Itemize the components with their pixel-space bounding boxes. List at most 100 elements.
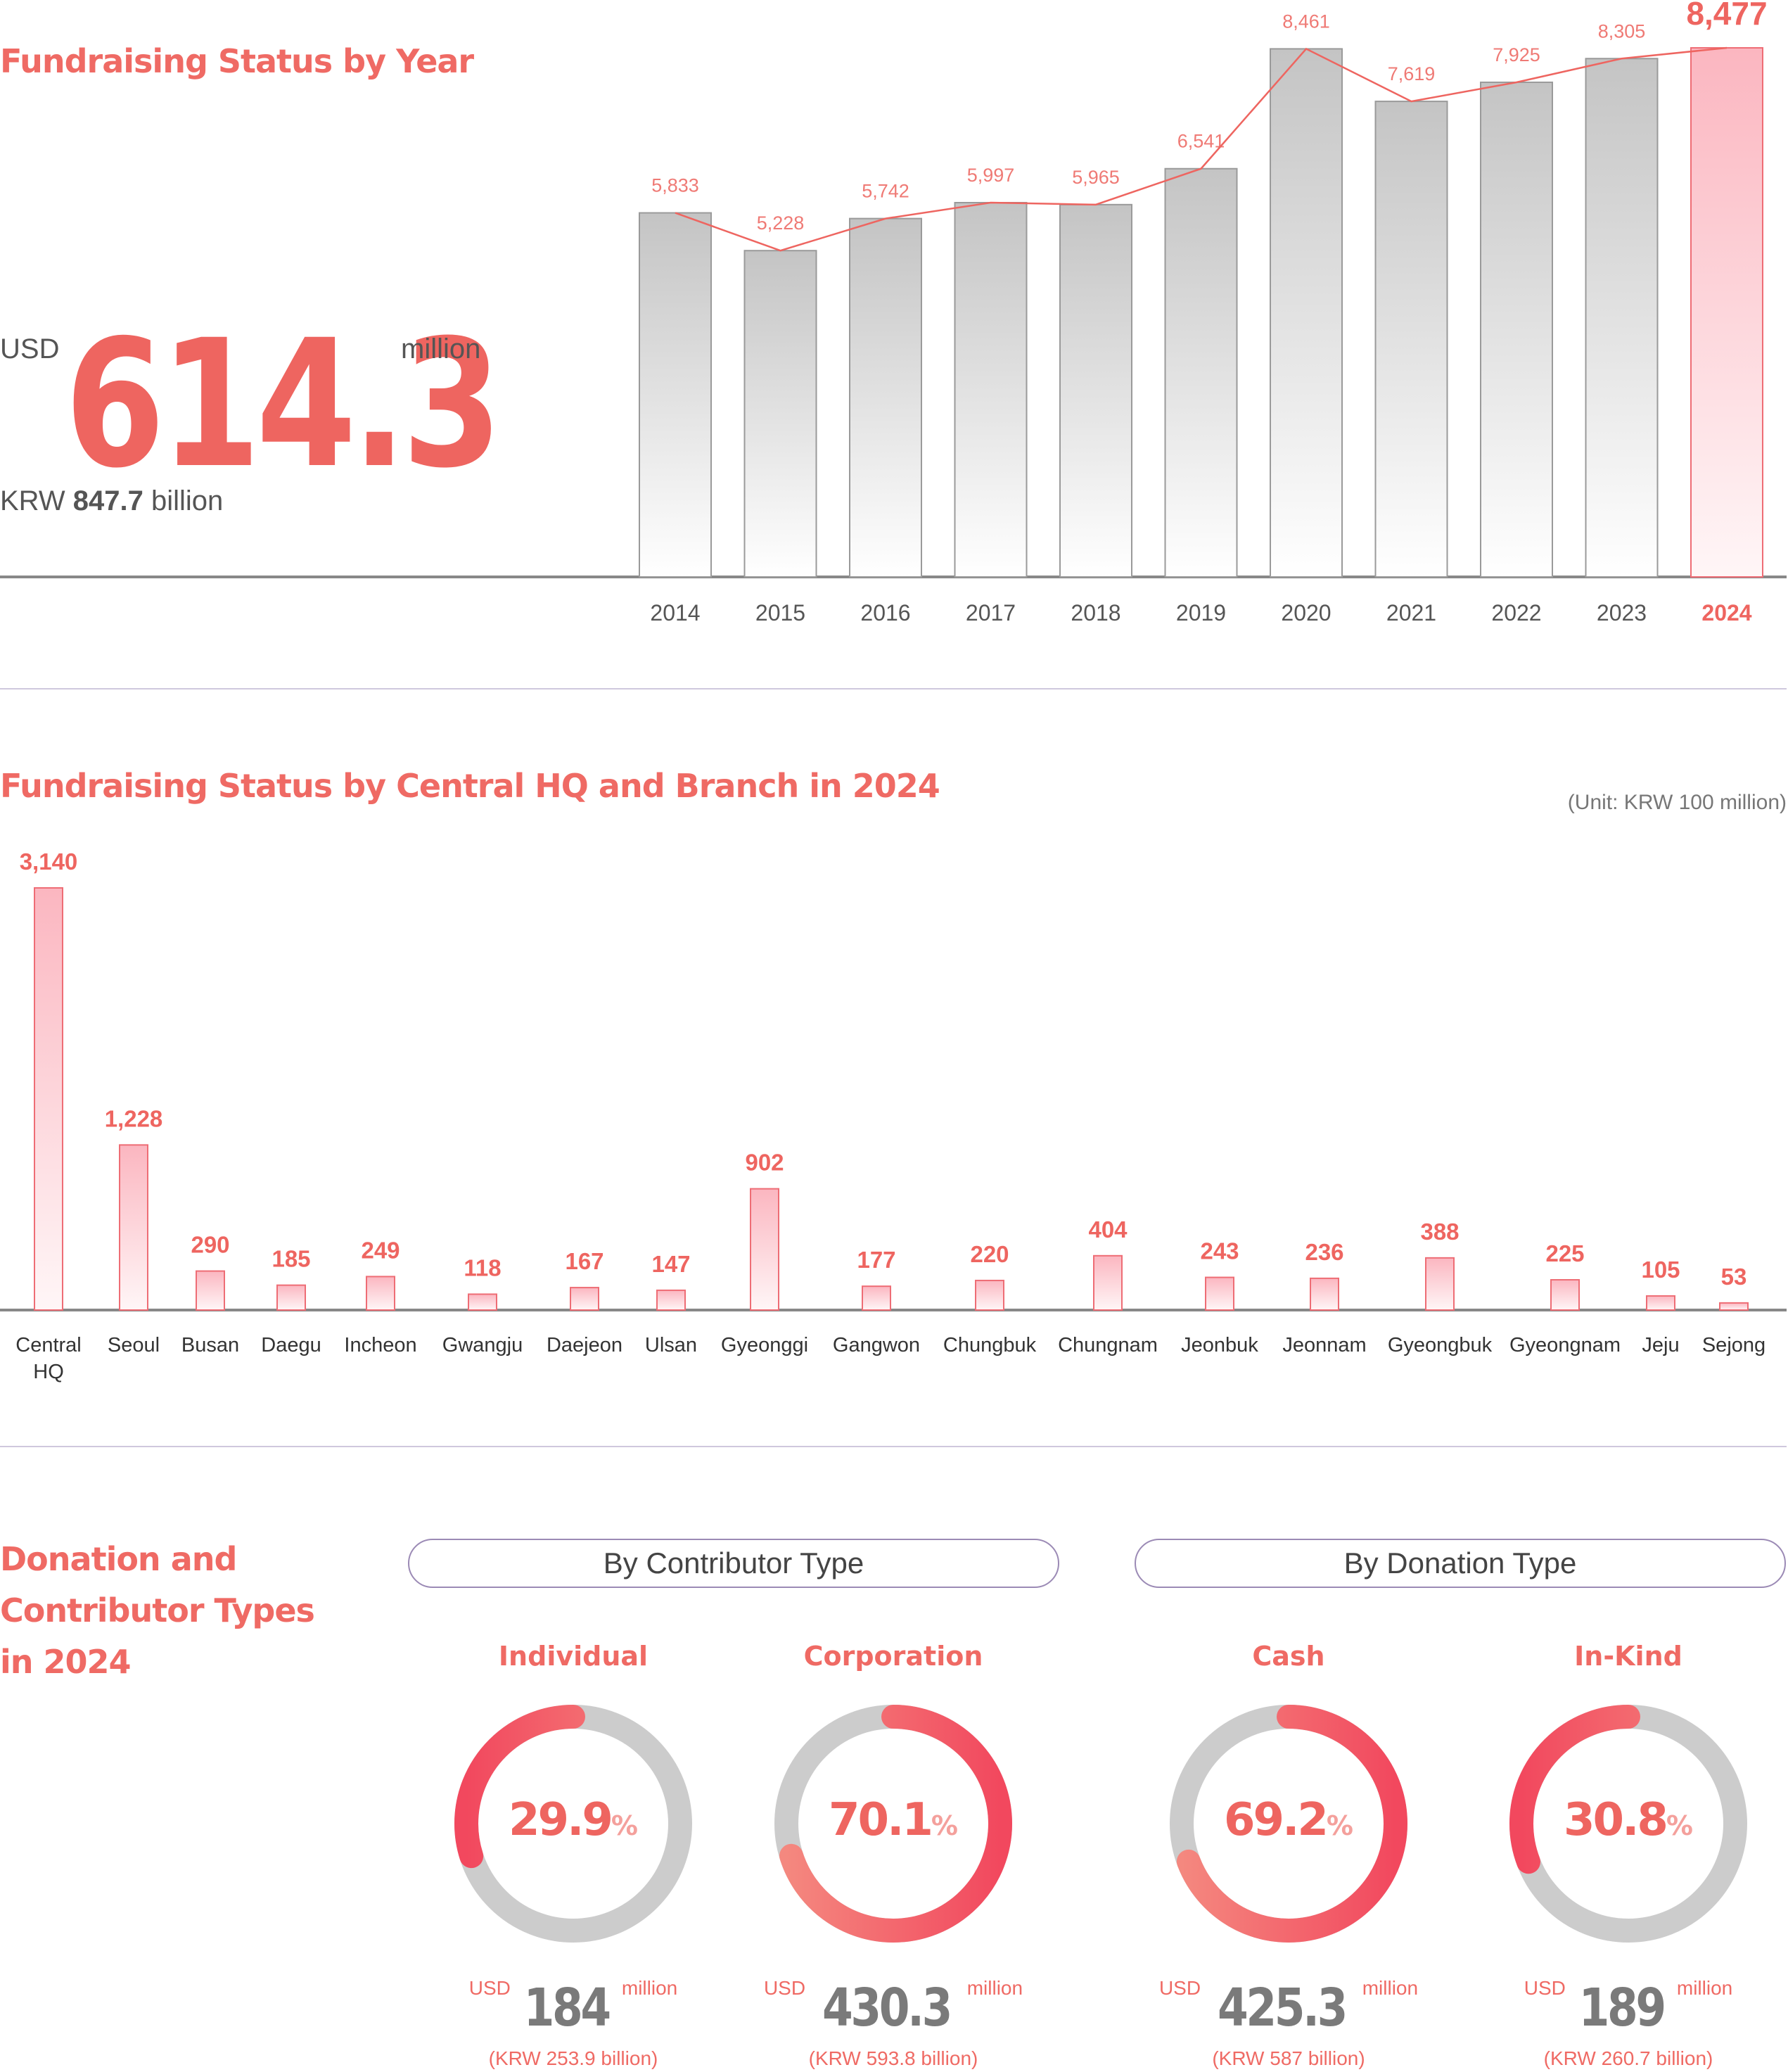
donut-chart-in-kind [1509, 1705, 1747, 1943]
year-axis-label-2023: 2023 [1597, 600, 1647, 625]
year-value-label-2017: 5,997 [967, 165, 1015, 186]
donut-percent-sign: % [611, 1810, 638, 1841]
donut-percent-corporation: 70.1% [753, 1794, 1034, 1846]
amount-usd-prefix: USD [763, 1977, 811, 1999]
branch-value-label-central-hq: 3,140 [20, 848, 78, 875]
year-value-label-2023: 8,305 [1598, 20, 1646, 42]
branch-axis-label-chungbuk: Chungbuk [943, 1334, 1037, 1356]
year-bar-2015 [743, 250, 817, 578]
donut-percent-sign: % [1666, 1810, 1693, 1841]
year-axis-label-2024: 2024 [1701, 600, 1751, 625]
branch-axis-label-gwangju: Gwangju [442, 1334, 523, 1356]
branch-axis-label-jeonnam: Jeonnam [1282, 1334, 1366, 1356]
branch-value-label-jeonnam: 236 [1305, 1239, 1343, 1265]
branch-value-label-gwangju: 118 [464, 1254, 501, 1280]
krw-prefix: KRW [0, 485, 65, 516]
amount-unit: million [961, 1977, 1023, 1999]
year-value-label-2020: 8,461 [1282, 11, 1330, 32]
usd-prefix: USD [0, 333, 60, 364]
divider-2 [0, 1446, 1787, 1447]
year-value-label-2016: 5,742 [862, 181, 909, 202]
year-bar-2014 [639, 212, 712, 578]
branch-value-label-daegu: 185 [272, 1246, 310, 1272]
branch-axis-label-busan: Busan [181, 1334, 239, 1356]
branch-axis-label-chungnam: Chungnam [1058, 1334, 1158, 1356]
branch-axis-label-central-hq-line1: Central [15, 1334, 82, 1356]
donut-krw-in-kind: (KRW 260.7 billion) [1543, 2047, 1713, 2069]
branch-value-label-gyeonggi: 902 [745, 1150, 784, 1176]
branch-bar-daegu [276, 1284, 306, 1311]
year-bar-2021 [1374, 101, 1448, 578]
section3-title: Donation and Contributor Types in 2024 [0, 1534, 315, 1688]
branch-value-label-busan: 290 [191, 1232, 229, 1258]
krw-value: 847.7 [72, 485, 143, 516]
yearly-bar-chart: 5,833 2014 5,228 2015 5,742 2016 5,997 2017 5,96… [0, 0, 1787, 625]
pill-donation-type: By Donation Type [1135, 1539, 1786, 1588]
branch-value-label-chungbuk: 220 [970, 1241, 1009, 1267]
year-axis-label-2019: 2019 [1176, 600, 1226, 625]
divider-1 [0, 688, 1787, 689]
branch-value-label-jeonbuk: 243 [1200, 1238, 1239, 1264]
amount-value: 425.3 [1217, 1978, 1348, 2038]
donut-percent-value: 30.8 [1564, 1794, 1668, 1846]
year-value-label-2015: 5,228 [757, 212, 805, 234]
branch-bar-jeju [1646, 1295, 1675, 1311]
branch-value-label-chungnam: 404 [1088, 1216, 1128, 1242]
branch-axis-label-gangwon: Gangwon [833, 1334, 920, 1356]
donut-arc-individual [454, 1705, 692, 1943]
section3-title-line2: Contributor Types [0, 1591, 315, 1629]
year-trend-line [675, 46, 1728, 252]
section1-title: Fundraising Status by Year [0, 42, 474, 80]
branch-value-label-jeju: 105 [1641, 1257, 1680, 1283]
branch-bar-sejong [1719, 1302, 1749, 1311]
donut-amount-cash: USD 425.3 million [1113, 1977, 1464, 2038]
section2-unit: (Unit: KRW 100 million) [1567, 791, 1787, 814]
donut-arc-cash [1170, 1705, 1407, 1943]
branch-bar-chungnam [1093, 1254, 1123, 1311]
section2-title: Fundraising Status by Central HQ and Bra… [0, 767, 940, 805]
branch-bar-busan [196, 1270, 225, 1311]
donut-percent-individual: 29.9% [433, 1794, 714, 1846]
year-bar-2018 [1059, 203, 1132, 578]
branch-axis-label-jeonbuk: Jeonbuk [1181, 1334, 1258, 1356]
branch-bar-incheon [366, 1276, 395, 1311]
branch-value-label-gangwon: 177 [857, 1247, 895, 1273]
branch-axis-label-seoul: Seoul [108, 1334, 160, 1356]
donut-amount-corporation: USD 430.3 million [717, 1977, 1069, 2038]
year-bar-2020 [1270, 48, 1343, 578]
branch-bar-central-hq [34, 887, 63, 1311]
branch-bar-gyeonggi [750, 1188, 779, 1311]
branch-bar-ulsan [656, 1289, 686, 1311]
branch-bar-gyeongnam [1550, 1279, 1580, 1311]
donut-percent-value: 29.9 [509, 1794, 613, 1846]
branch-axis-label-incheon: Incheon [344, 1334, 416, 1356]
donut-chart-cash [1170, 1705, 1407, 1943]
branch-value-label-gyeongnam: 225 [1545, 1240, 1584, 1266]
year-value-label-2014: 5,833 [651, 175, 699, 196]
year-axis-label-2015: 2015 [755, 600, 805, 625]
amount-value: 189 [1578, 1978, 1666, 2038]
krw-total: KRW 847.7 billion [0, 485, 223, 517]
branch-axis-label-gyeonggi: Gyeonggi [721, 1334, 808, 1356]
amount-unit: million [1671, 1977, 1733, 1999]
branch-bar-gwangju [468, 1293, 497, 1311]
branch-value-label-gyeongbuk: 388 [1420, 1219, 1459, 1245]
year-axis-label-2014: 2014 [650, 600, 700, 625]
year-axis-label-2022: 2022 [1491, 600, 1541, 625]
branch-bar-jeonbuk [1205, 1276, 1234, 1311]
branch-value-label-incheon: 249 [361, 1237, 400, 1263]
branch-bar-gangwon [862, 1285, 891, 1311]
branch-value-label-ulsan: 147 [651, 1251, 690, 1277]
year-bar-2017 [954, 202, 1028, 578]
pill-contributor-type: By Contributor Type [408, 1539, 1059, 1588]
year-axis-label-2020: 2020 [1281, 600, 1331, 625]
donut-percent-sign: % [1326, 1810, 1353, 1841]
branch-axis-label-gyeongnam: Gyeongnam [1509, 1334, 1621, 1356]
donut-percent-value: 69.2 [1224, 1794, 1329, 1846]
donut-krw-individual: (KRW 253.9 billion) [488, 2047, 658, 2069]
year-axis-label-2018: 2018 [1071, 600, 1120, 625]
year-value-label-2019: 6,541 [1177, 131, 1225, 152]
amount-value: 430.3 [822, 1978, 952, 2038]
branch-axis-label-central-hq-line2: HQ [33, 1361, 64, 1383]
year-axis-label-2017: 2017 [966, 600, 1016, 625]
